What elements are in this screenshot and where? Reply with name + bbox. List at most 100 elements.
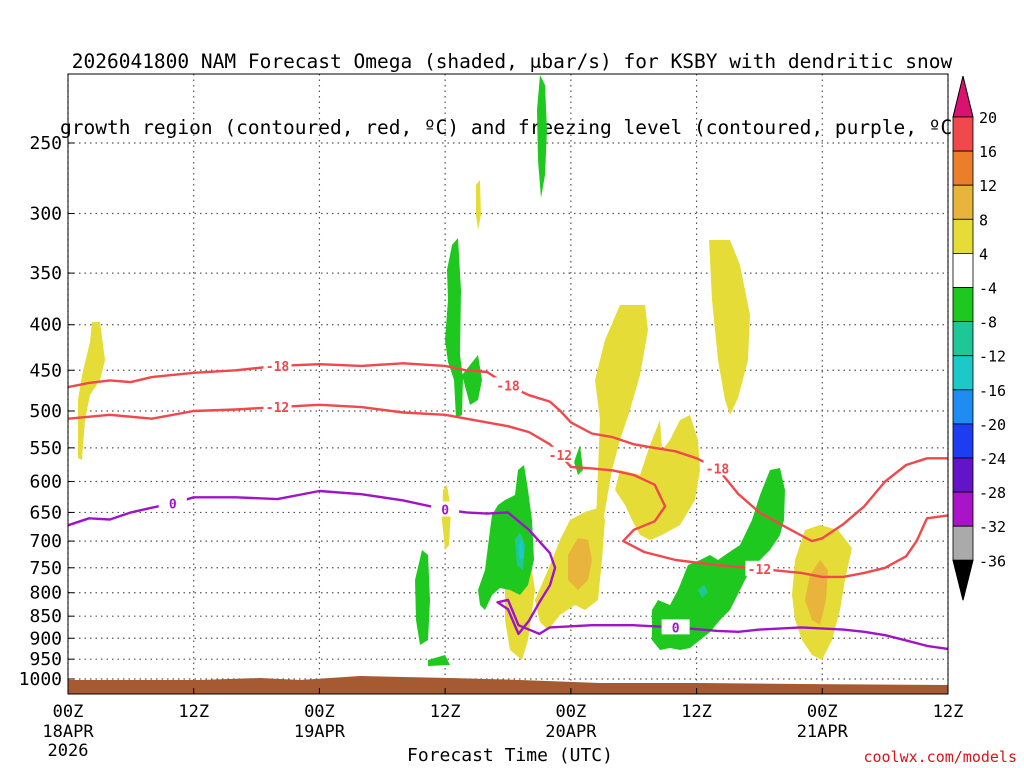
contour-label-bg: [703, 460, 732, 476]
omega-green-shade: [428, 655, 450, 666]
omega-green-shade: [537, 75, 547, 198]
x-tick-label: 00Z: [53, 702, 84, 722]
colorbar-bottom-arrow: [952, 559, 974, 601]
x-tick-date: 20APR: [545, 722, 597, 742]
y-tick-label: 500: [29, 401, 62, 422]
colorbar-label: 12: [979, 177, 997, 195]
y-tick-label: 800: [29, 583, 62, 604]
x-tick-label: 12Z: [178, 702, 209, 722]
colorbar-label: -20: [979, 416, 1006, 434]
omega-green-shade: [462, 355, 482, 405]
y-tick-label: 600: [29, 471, 62, 492]
omega-yellow-shade: [615, 415, 700, 540]
omega-teal-shade: [698, 585, 708, 598]
contour-label: 0: [672, 621, 680, 636]
contour-line: [68, 489, 948, 651]
omega-yellow-shade: [709, 240, 750, 415]
colorbar-swatch: [952, 252, 974, 288]
terrain-ground: [68, 676, 948, 694]
y-tick-label: 900: [29, 628, 62, 649]
x-tick-label: 00Z: [304, 702, 335, 722]
colorbar-swatch: [952, 525, 974, 561]
x-tick-label: 12Z: [430, 702, 461, 722]
y-tick-label: 750: [29, 558, 62, 579]
colorbar-label: 20: [979, 109, 997, 127]
omega-yellow-shade: [595, 305, 648, 545]
contour-label: 0: [441, 503, 449, 518]
y-tick-label: 1000: [19, 669, 62, 690]
y-tick-label: 400: [29, 315, 62, 336]
x-tick-date: 21APR: [797, 722, 849, 742]
contour-label: -18: [496, 379, 520, 394]
y-tick-label: 300: [29, 203, 62, 224]
y-tick-label: 550: [29, 438, 62, 459]
contour-label-bg: [263, 399, 292, 415]
y-tick-label: 950: [29, 649, 62, 670]
contour-label: 0: [169, 497, 177, 512]
colorbar-label: -24: [979, 450, 1006, 468]
isotherm-contours: [68, 362, 948, 651]
omega-green-shade: [415, 550, 430, 645]
contour-label-bg: [546, 446, 575, 462]
x-tick-label: 00Z: [807, 702, 838, 722]
colorbar-label: -4: [979, 280, 997, 298]
x-tick-date: 19APR: [294, 722, 346, 742]
contour-line: [68, 362, 948, 543]
omega-shading: [78, 75, 852, 666]
contour-label: -12: [266, 401, 289, 416]
colorbar-label: -36: [979, 552, 1006, 570]
x-tick-label: 12Z: [681, 702, 712, 722]
contour-labels: -18 -18 -18 -12 -12 -12 0 0 0: [158, 357, 774, 636]
y-tick-label: 650: [29, 502, 62, 523]
x-axis-label: Forecast Time (UTC): [407, 745, 613, 766]
chart-title-line1: 2026041800 NAM Forecast Omega (shaded, μ…: [71, 50, 953, 73]
contour-label-bg: [661, 619, 690, 635]
contour-label-bg: [494, 377, 522, 393]
colorbar-label: -28: [979, 484, 1006, 502]
contour-label: -12: [748, 563, 771, 578]
colorbar-swatch: [952, 150, 974, 186]
colorbar-label: 4: [979, 245, 988, 263]
omega-green-shade: [478, 465, 534, 610]
colorbar-label: 8: [979, 211, 988, 229]
colorbar-swatch: [952, 184, 974, 220]
colorbar-label: 16: [979, 143, 997, 161]
x-tick-date: 18APR: [42, 722, 94, 742]
colorbar-top-arrow: [952, 75, 974, 118]
y-tick-label: 850: [29, 606, 62, 627]
contour-label-bg: [431, 501, 460, 517]
colorbar-swatch: [952, 491, 974, 527]
credit-link[interactable]: coolwx.com/models: [863, 748, 1017, 766]
plot-frame: [67, 73, 949, 695]
colorbar-swatch: [952, 457, 974, 493]
x-tick-label: 00Z: [555, 702, 586, 722]
omega-orange-shade: [568, 538, 592, 590]
colorbar-swatch: [952, 287, 974, 322]
colorbar-label: -12: [979, 348, 1006, 366]
colorbar-swatch: [952, 218, 974, 254]
colorbar-swatch: [952, 355, 974, 391]
omega-cyan-shade: [518, 540, 524, 560]
y-tick-label: 450: [29, 360, 62, 381]
omega-yellow-shade: [78, 322, 105, 460]
y-tick-label: 350: [29, 263, 62, 284]
colorbar-swatch: [952, 321, 974, 357]
y-axis: 2503003504004505005506006507007508008509…: [19, 133, 74, 690]
x-tick-label: 12Z: [933, 702, 964, 722]
contour-label: -18: [266, 360, 290, 375]
colorbar-label: -8: [979, 314, 997, 332]
colorbar-label: -16: [979, 382, 1006, 400]
omega-green-shade: [652, 468, 785, 650]
omega-green-shade: [445, 238, 463, 418]
colorbar-swatch: [952, 116, 974, 152]
colorbar-label: -32: [979, 518, 1006, 536]
colorbar-swatch: [952, 389, 974, 425]
omega-green-shade: [574, 445, 583, 475]
contour-label-bg: [263, 357, 292, 373]
omega-yellow-shade: [476, 180, 481, 230]
omega-yellow-shade: [442, 485, 451, 550]
contour-label: -18: [706, 462, 730, 477]
contour-label-bg: [745, 560, 774, 576]
